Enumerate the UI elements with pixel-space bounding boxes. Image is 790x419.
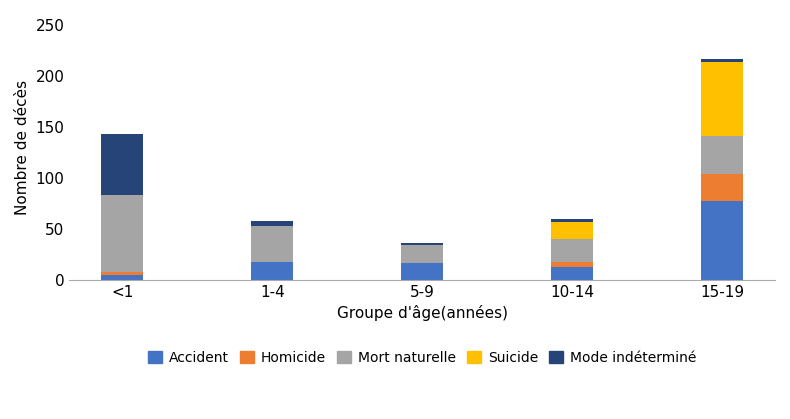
Bar xyxy=(701,174,743,201)
Bar xyxy=(551,239,593,262)
Bar xyxy=(401,246,443,263)
Bar xyxy=(551,222,593,239)
X-axis label: Groupe d'âge(années): Groupe d'âge(années) xyxy=(337,305,508,321)
Bar xyxy=(551,219,593,222)
Bar xyxy=(101,195,143,272)
Bar xyxy=(701,201,743,280)
Bar xyxy=(701,62,743,136)
Bar xyxy=(401,263,443,280)
Bar xyxy=(251,262,293,280)
Y-axis label: Nombre de décès: Nombre de décès xyxy=(15,80,30,215)
Bar xyxy=(551,262,593,267)
Bar xyxy=(251,221,293,226)
Bar xyxy=(251,226,293,262)
Bar xyxy=(701,59,743,62)
Bar xyxy=(401,243,443,246)
Legend: Accident, Homicide, Mort naturelle, Suicide, Mode indéterminé: Accident, Homicide, Mort naturelle, Suic… xyxy=(142,345,702,370)
Bar xyxy=(701,136,743,174)
Bar xyxy=(101,134,143,195)
Bar xyxy=(101,275,143,280)
Bar xyxy=(101,272,143,275)
Bar xyxy=(551,267,593,280)
